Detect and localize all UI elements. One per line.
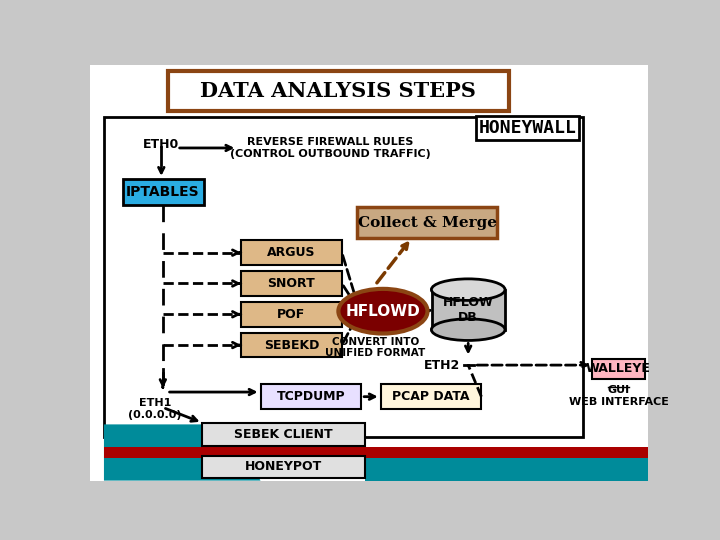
Bar — [104, 448, 654, 457]
Bar — [122, 179, 204, 205]
Bar — [241, 271, 342, 296]
Bar — [241, 333, 342, 357]
Text: HONEYPOT: HONEYPOT — [245, 460, 323, 473]
Text: SNORT: SNORT — [268, 277, 315, 290]
Text: ETH2: ETH2 — [424, 359, 461, 372]
Text: SEBEK CLIENT: SEBEK CLIENT — [235, 428, 333, 441]
Bar — [202, 423, 365, 446]
Text: POF: POF — [277, 308, 305, 321]
Bar — [241, 240, 342, 265]
Text: ETH0: ETH0 — [143, 138, 179, 151]
Ellipse shape — [431, 319, 505, 340]
Ellipse shape — [431, 279, 505, 300]
Text: SEBEKD: SEBEKD — [264, 339, 319, 352]
Bar — [593, 359, 645, 379]
Text: ETH1
(0.0.0.0): ETH1 (0.0.0.0) — [128, 398, 182, 420]
Polygon shape — [365, 457, 648, 481]
Polygon shape — [104, 424, 261, 481]
Bar — [381, 384, 482, 409]
Bar — [432, 289, 505, 330]
Bar — [357, 207, 497, 238]
Text: CONVERT INTO
UNIFIED FORMAT: CONVERT INTO UNIFIED FORMAT — [325, 336, 426, 358]
Text: TCPDUMP: TCPDUMP — [276, 390, 345, 403]
Bar — [241, 302, 342, 327]
Text: GUI
WEB INTERFACE: GUI WEB INTERFACE — [569, 385, 668, 407]
Text: DATA ANALYSIS STEPS: DATA ANALYSIS STEPS — [200, 81, 476, 101]
Text: HONEYWALL: HONEYWALL — [479, 119, 577, 137]
Bar — [202, 456, 365, 477]
Bar — [261, 384, 361, 409]
Bar — [168, 71, 508, 111]
Text: HFLOWD: HFLOWD — [346, 303, 420, 319]
Ellipse shape — [338, 289, 428, 334]
Bar — [104, 117, 583, 437]
Text: PCAP DATA: PCAP DATA — [392, 390, 469, 403]
Text: REVERSE FIREWALL RULES
(CONTROL OUTBOUND TRAFFIC): REVERSE FIREWALL RULES (CONTROL OUTBOUND… — [230, 137, 431, 159]
Text: WALLEYE: WALLEYE — [586, 362, 651, 375]
Text: ARGUS: ARGUS — [267, 246, 316, 259]
Text: HFLOW
DB: HFLOW DB — [443, 296, 494, 323]
Text: Collect & Merge: Collect & Merge — [358, 215, 497, 230]
Text: IPTABLES: IPTABLES — [126, 185, 199, 199]
